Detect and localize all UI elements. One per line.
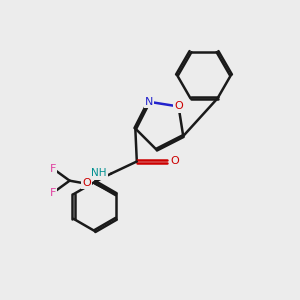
Text: N: N	[145, 97, 153, 107]
Text: O: O	[170, 157, 179, 166]
Text: F: F	[50, 188, 56, 198]
Text: O: O	[82, 178, 91, 188]
Text: NH: NH	[91, 169, 107, 178]
Text: O: O	[174, 101, 183, 112]
Text: F: F	[50, 164, 56, 174]
